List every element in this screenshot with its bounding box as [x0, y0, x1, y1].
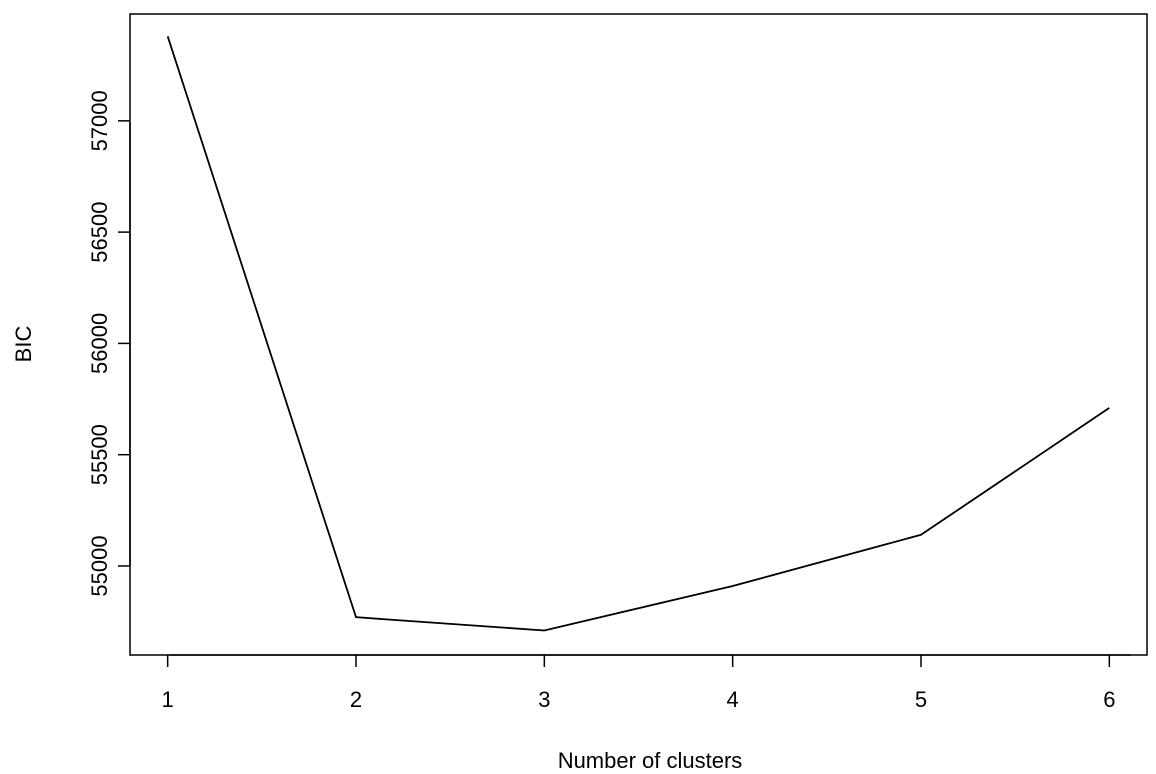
x-axis: 1 2 3 4 5 6: [162, 654, 1131, 712]
y-tick-label-56000: 56000: [87, 313, 112, 374]
series-layer: [166, 36, 1110, 632]
x-tick-label-5: 5: [915, 687, 927, 712]
x-axis-title: Number of clusters: [558, 748, 743, 773]
y-tick-label-56500: 56500: [87, 202, 112, 263]
x-tick-label-6: 6: [1103, 687, 1115, 712]
y-tick-label-57000: 57000: [87, 90, 112, 151]
x-tick-label-1: 1: [162, 687, 174, 712]
plot-box: [129, 13, 1148, 656]
y-tick-label-55500: 55500: [87, 424, 112, 485]
x-tick-label-4: 4: [727, 687, 739, 712]
x-tick-label-2: 2: [350, 687, 362, 712]
y-axis: 55000 55500 56000 56500 57000: [87, 90, 131, 597]
y-axis-title: BIC: [11, 326, 36, 363]
bic-line: [166, 36, 1110, 632]
x-tick-label-3: 3: [538, 687, 550, 712]
y-tick-label-55000: 55000: [87, 535, 112, 596]
